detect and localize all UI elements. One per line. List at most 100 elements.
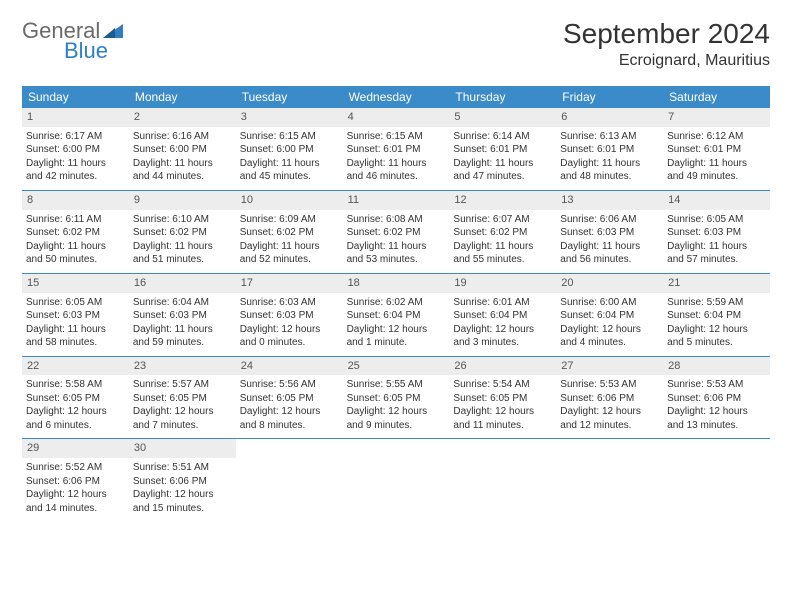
day-day2-text: and 7 minutes. xyxy=(133,419,232,433)
calendar-day-cell xyxy=(449,439,556,521)
day-sunrise-text: Sunrise: 6:13 AM xyxy=(560,130,659,144)
day-number: 7 xyxy=(663,108,770,127)
calendar-day-cell: 18Sunrise: 6:02 AMSunset: 6:04 PMDayligh… xyxy=(343,274,450,356)
day-day2-text: and 12 minutes. xyxy=(560,419,659,433)
day-day1-text: Daylight: 12 hours xyxy=(347,405,446,419)
day-number: 21 xyxy=(663,274,770,293)
day-day1-text: Daylight: 11 hours xyxy=(133,323,232,337)
calendar-day-cell: 17Sunrise: 6:03 AMSunset: 6:03 PMDayligh… xyxy=(236,274,343,356)
day-number: 19 xyxy=(449,274,556,293)
day-number: 1 xyxy=(22,108,129,127)
day-sunset-text: Sunset: 6:01 PM xyxy=(560,143,659,157)
title-block: September 2024 Ecroignard, Mauritius xyxy=(563,18,770,70)
day-day2-text: and 57 minutes. xyxy=(667,253,766,267)
day-day2-text: and 5 minutes. xyxy=(667,336,766,350)
day-sunrise-text: Sunrise: 5:56 AM xyxy=(240,378,339,392)
day-sunset-text: Sunset: 6:04 PM xyxy=(667,309,766,323)
day-day2-text: and 4 minutes. xyxy=(560,336,659,350)
calendar-week-row: 8Sunrise: 6:11 AMSunset: 6:02 PMDaylight… xyxy=(22,191,770,274)
day-number: 16 xyxy=(129,274,236,293)
day-sunrise-text: Sunrise: 6:16 AM xyxy=(133,130,232,144)
day-day1-text: Daylight: 12 hours xyxy=(453,405,552,419)
day-day2-text: and 42 minutes. xyxy=(26,170,125,184)
day-number: 17 xyxy=(236,274,343,293)
day-day1-text: Daylight: 11 hours xyxy=(453,240,552,254)
calendar-day-cell: 6Sunrise: 6:13 AMSunset: 6:01 PMDaylight… xyxy=(556,108,663,190)
day-sunset-text: Sunset: 6:04 PM xyxy=(453,309,552,323)
day-number: 11 xyxy=(343,191,450,210)
calendar-day-cell: 15Sunrise: 6:05 AMSunset: 6:03 PMDayligh… xyxy=(22,274,129,356)
day-sunrise-text: Sunrise: 5:55 AM xyxy=(347,378,446,392)
day-sunset-text: Sunset: 6:00 PM xyxy=(26,143,125,157)
day-day1-text: Daylight: 11 hours xyxy=(667,157,766,171)
day-number: 25 xyxy=(343,357,450,376)
calendar-day-cell: 19Sunrise: 6:01 AMSunset: 6:04 PMDayligh… xyxy=(449,274,556,356)
calendar-day-cell: 4Sunrise: 6:15 AMSunset: 6:01 PMDaylight… xyxy=(343,108,450,190)
day-day2-text: and 58 minutes. xyxy=(26,336,125,350)
calendar-week-row: 1Sunrise: 6:17 AMSunset: 6:00 PMDaylight… xyxy=(22,108,770,191)
day-day1-text: Daylight: 11 hours xyxy=(347,240,446,254)
day-sunrise-text: Sunrise: 6:15 AM xyxy=(240,130,339,144)
day-sunrise-text: Sunrise: 6:00 AM xyxy=(560,296,659,310)
day-sunset-text: Sunset: 6:04 PM xyxy=(560,309,659,323)
day-day1-text: Daylight: 11 hours xyxy=(133,240,232,254)
day-sunrise-text: Sunrise: 6:05 AM xyxy=(667,213,766,227)
day-day2-text: and 51 minutes. xyxy=(133,253,232,267)
calendar-week-row: 15Sunrise: 6:05 AMSunset: 6:03 PMDayligh… xyxy=(22,274,770,357)
day-sunrise-text: Sunrise: 6:04 AM xyxy=(133,296,232,310)
day-day1-text: Daylight: 11 hours xyxy=(453,157,552,171)
day-number: 9 xyxy=(129,191,236,210)
day-sunset-text: Sunset: 6:02 PM xyxy=(347,226,446,240)
day-day2-text: and 46 minutes. xyxy=(347,170,446,184)
day-sunrise-text: Sunrise: 6:03 AM xyxy=(240,296,339,310)
day-number: 30 xyxy=(129,439,236,458)
weekday-header: Sunday xyxy=(22,86,129,108)
day-day1-text: Daylight: 11 hours xyxy=(133,157,232,171)
day-sunrise-text: Sunrise: 6:08 AM xyxy=(347,213,446,227)
day-day2-text: and 48 minutes. xyxy=(560,170,659,184)
calendar-day-cell xyxy=(236,439,343,521)
calendar-day-cell: 10Sunrise: 6:09 AMSunset: 6:02 PMDayligh… xyxy=(236,191,343,273)
day-sunset-text: Sunset: 6:06 PM xyxy=(26,475,125,489)
day-sunset-text: Sunset: 6:06 PM xyxy=(560,392,659,406)
day-sunrise-text: Sunrise: 6:10 AM xyxy=(133,213,232,227)
day-sunrise-text: Sunrise: 6:11 AM xyxy=(26,213,125,227)
day-sunset-text: Sunset: 6:03 PM xyxy=(240,309,339,323)
weekday-header: Saturday xyxy=(663,86,770,108)
day-day1-text: Daylight: 11 hours xyxy=(560,240,659,254)
day-sunset-text: Sunset: 6:02 PM xyxy=(240,226,339,240)
day-number: 29 xyxy=(22,439,129,458)
day-sunset-text: Sunset: 6:05 PM xyxy=(347,392,446,406)
day-day1-text: Daylight: 12 hours xyxy=(133,488,232,502)
day-day2-text: and 59 minutes. xyxy=(133,336,232,350)
day-sunset-text: Sunset: 6:02 PM xyxy=(26,226,125,240)
day-sunset-text: Sunset: 6:03 PM xyxy=(667,226,766,240)
day-number: 24 xyxy=(236,357,343,376)
header: General Blue September 2024 Ecroignard, … xyxy=(22,18,770,70)
day-day1-text: Daylight: 12 hours xyxy=(560,405,659,419)
day-sunrise-text: Sunrise: 6:09 AM xyxy=(240,213,339,227)
day-sunset-text: Sunset: 6:00 PM xyxy=(240,143,339,157)
day-day2-text: and 55 minutes. xyxy=(453,253,552,267)
day-sunrise-text: Sunrise: 5:53 AM xyxy=(667,378,766,392)
calendar-day-cell xyxy=(663,439,770,521)
day-day2-text: and 6 minutes. xyxy=(26,419,125,433)
day-sunset-text: Sunset: 6:00 PM xyxy=(133,143,232,157)
weekday-header: Wednesday xyxy=(343,86,450,108)
calendar: SundayMondayTuesdayWednesdayThursdayFrid… xyxy=(22,86,770,521)
day-number: 6 xyxy=(556,108,663,127)
calendar-day-cell: 14Sunrise: 6:05 AMSunset: 6:03 PMDayligh… xyxy=(663,191,770,273)
day-day1-text: Daylight: 12 hours xyxy=(26,405,125,419)
day-day2-text: and 49 minutes. xyxy=(667,170,766,184)
day-day2-text: and 56 minutes. xyxy=(560,253,659,267)
day-number: 12 xyxy=(449,191,556,210)
day-day1-text: Daylight: 12 hours xyxy=(26,488,125,502)
day-day2-text: and 11 minutes. xyxy=(453,419,552,433)
day-day1-text: Daylight: 11 hours xyxy=(26,157,125,171)
day-day2-text: and 52 minutes. xyxy=(240,253,339,267)
weekday-header: Tuesday xyxy=(236,86,343,108)
weekday-header: Monday xyxy=(129,86,236,108)
day-sunrise-text: Sunrise: 5:58 AM xyxy=(26,378,125,392)
day-sunrise-text: Sunrise: 5:53 AM xyxy=(560,378,659,392)
logo-word-blue: Blue xyxy=(64,38,108,64)
